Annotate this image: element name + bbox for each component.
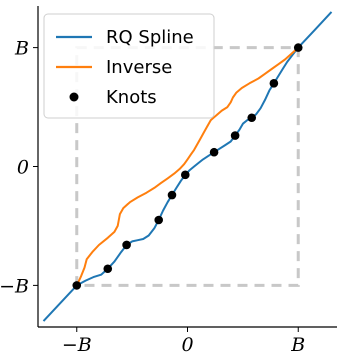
knot-point-7 <box>230 131 240 140</box>
x-tick-label-2: B <box>290 334 305 352</box>
knot-point-8 <box>247 113 257 123</box>
plot-area: −B 0 B −B 0 B <box>0 6 337 352</box>
knot-point-3 <box>154 215 164 225</box>
y-ticks: −B 0 B <box>0 38 38 297</box>
y-tick-label-0: −B <box>0 275 29 297</box>
knot-point-5 <box>180 170 190 180</box>
knot-point-1 <box>103 264 113 274</box>
knot-point-9 <box>269 78 279 88</box>
y-tick-label-2: B <box>14 38 29 60</box>
legend-swatch-knots <box>69 92 79 102</box>
legend-label-inverse: Inverse <box>106 57 172 78</box>
knot-markers <box>72 43 303 290</box>
legend: RQ Spline Inverse Knots <box>43 13 215 119</box>
knot-point-2 <box>122 240 131 250</box>
knot-point-10 <box>293 43 303 52</box>
knot-point-6 <box>209 147 219 157</box>
series-line-inverse <box>75 46 299 286</box>
x-tick-label-0: −B <box>62 334 92 352</box>
x-tick-label-1: 0 <box>181 334 193 352</box>
legend-box <box>43 13 215 119</box>
knot-point-0 <box>72 281 82 290</box>
legend-label-rq-spline: RQ Spline <box>106 27 194 48</box>
x-ticks: −B 0 B <box>62 327 305 352</box>
y-tick-label-1: 0 <box>17 157 29 179</box>
legend-label-knots: Knots <box>106 87 157 108</box>
knot-point-4 <box>167 190 177 200</box>
